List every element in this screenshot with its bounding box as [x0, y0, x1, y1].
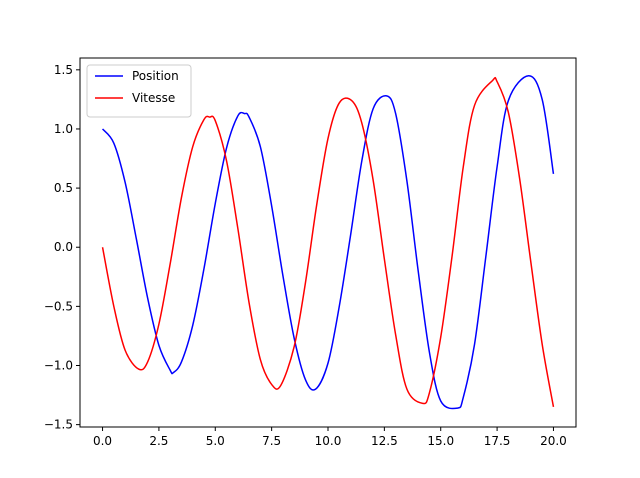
y-tick-label: 0.0	[54, 240, 73, 254]
legend-label-vitesse: Vitesse	[132, 91, 175, 105]
y-tick-label: 1.0	[54, 122, 73, 136]
x-tick-label: 2.5	[149, 434, 168, 448]
series-layer	[101, 74, 555, 410]
x-tick-label: 17.5	[484, 434, 511, 448]
y-tick-label: −1.5	[44, 418, 73, 432]
x-tick-label: 0.0	[93, 434, 112, 448]
x-tick-label: 10.0	[315, 434, 342, 448]
y-tick-label: 1.5	[54, 63, 73, 77]
x-axis: 0.0 2.5 5.0 7.5 10.0 12.5 15.0 17.5 20.0	[93, 427, 567, 448]
legend-box	[86, 64, 192, 118]
y-tick-label: −0.5	[44, 299, 73, 313]
x-tick-label: 7.5	[262, 434, 281, 448]
y-tick-label: −1.0	[44, 359, 73, 373]
legend-label-position: Position	[132, 69, 179, 83]
series-line-position	[101, 74, 555, 410]
series-line-vitesse	[101, 76, 555, 408]
x-tick-label: 12.5	[371, 434, 398, 448]
legend: Position Vitesse	[86, 64, 192, 118]
x-tick-label: 20.0	[540, 434, 567, 448]
x-tick-label: 15.0	[427, 434, 454, 448]
y-tick-label: 0.5	[54, 181, 73, 195]
y-axis: −1.5 −1.0 −0.5 0.0 0.5 1.0 1.5	[44, 63, 80, 432]
x-tick-label: 5.0	[206, 434, 225, 448]
